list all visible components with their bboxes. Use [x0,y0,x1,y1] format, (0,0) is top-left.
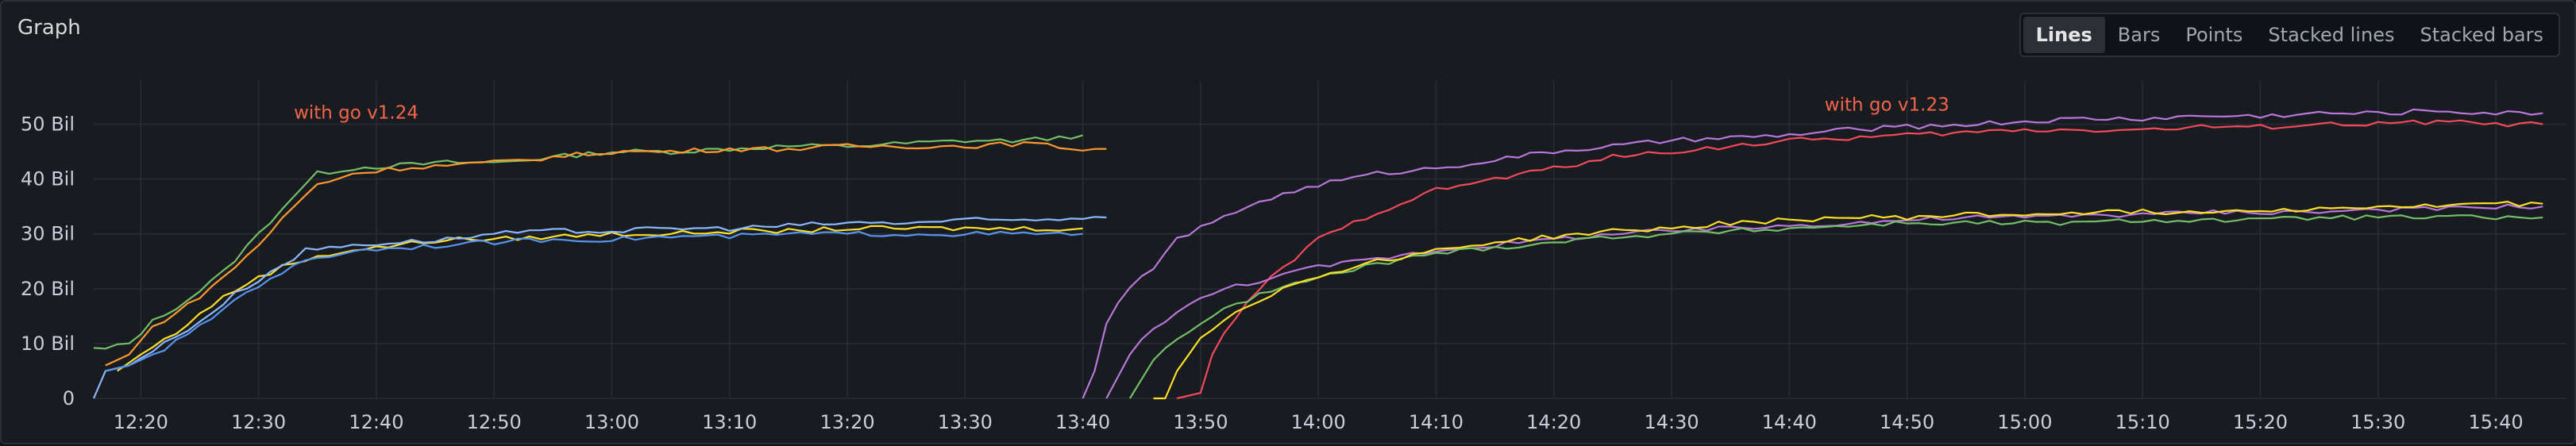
series-line [105,230,1083,372]
option-stacked-lines[interactable]: Stacked lines [2268,24,2395,46]
option-bars[interactable]: Bars [2117,24,2161,46]
annotation-label: with go v1.23 [1825,94,1949,115]
x-tick-label: 13:30 [938,411,993,433]
series-line [1153,201,2543,400]
x-tick-label: 13:10 [702,411,757,433]
x-tick-label: 14:10 [1409,411,1463,433]
x-tick-label: 15:10 [2115,411,2170,433]
x-tick-label: 12:50 [467,411,522,433]
series-line [1082,108,2543,399]
x-tick-label: 12:30 [231,411,286,433]
x-tick-label: 14:30 [1644,411,1699,433]
series-line [1128,214,2543,399]
x-tick-label: 15:40 [2468,411,2523,433]
x-tick-label: 13:20 [819,411,874,433]
series-line [117,225,1083,372]
visualization-type-selector[interactable]: Lines Bars Points Stacked lines Stacked … [2019,13,2560,57]
x-tick-label: 13:50 [1173,411,1228,433]
x-tick-label: 15:30 [2350,411,2405,433]
y-tick-label: 20 Bil [21,278,75,300]
series-line [93,134,1083,350]
series-line [92,216,1107,399]
x-tick-label: 13:00 [584,411,639,433]
x-tick-label: 15:20 [2233,411,2288,433]
x-tick-label: 14:40 [1762,411,1817,433]
y-tick-label: 0 [63,387,75,409]
panel-title: Graph [17,16,81,40]
y-tick-label: 50 Bil [21,113,75,136]
x-tick-label: 15:00 [1997,411,2052,433]
x-tick-label: 14:20 [1526,411,1581,433]
option-points[interactable]: Points [2185,24,2243,46]
series-line [1176,119,2543,400]
x-tick-label: 14:00 [1291,411,1346,433]
option-lines[interactable]: Lines [2023,17,2105,53]
option-stacked-bars[interactable]: Stacked bars [2420,24,2543,46]
x-tick-label: 12:20 [114,411,168,433]
annotation-label: with go v1.24 [294,103,418,124]
y-tick-label: 10 Bil [21,333,75,355]
series-line [105,141,1107,367]
y-tick-label: 30 Bil [21,223,75,245]
x-tick-label: 13:40 [1055,411,1110,433]
x-tick-label: 14:50 [1880,411,1934,433]
x-tick-label: 12:40 [349,411,403,433]
y-tick-label: 40 Bil [21,168,75,190]
